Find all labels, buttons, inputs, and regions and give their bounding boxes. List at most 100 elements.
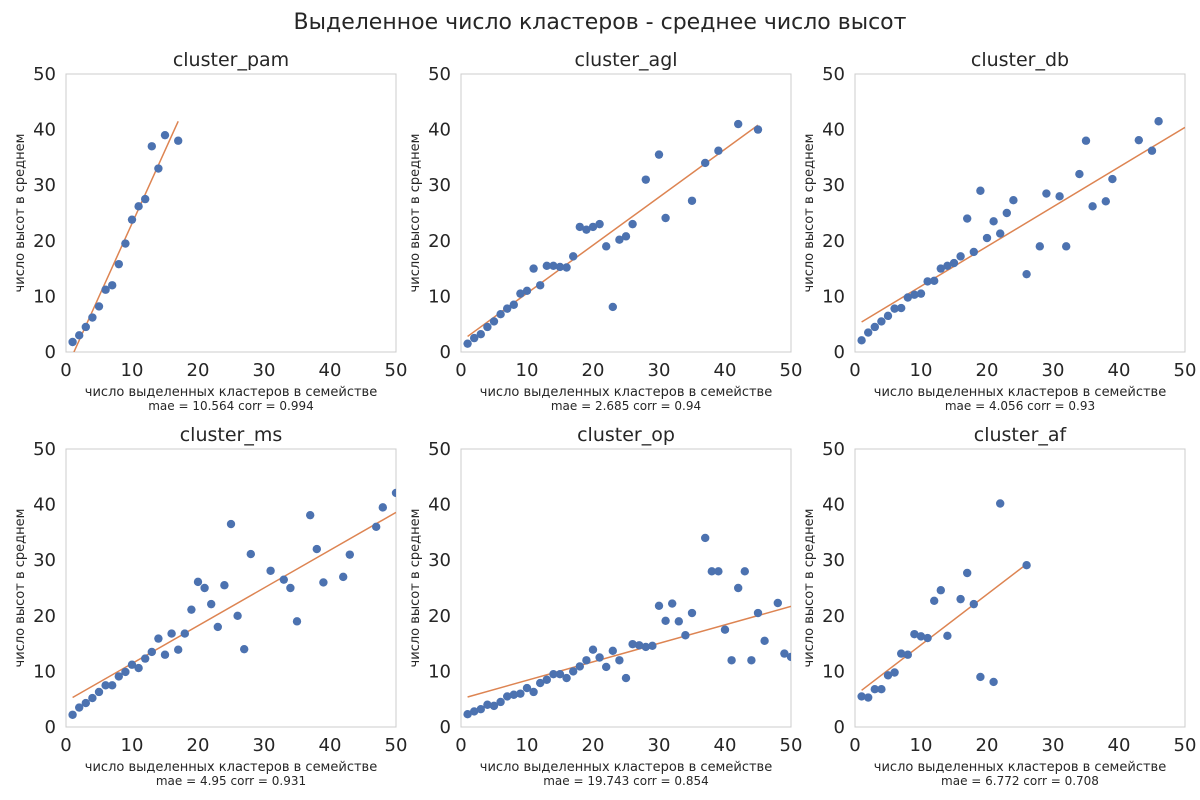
x-tick-label: 40 xyxy=(319,360,342,381)
data-point xyxy=(976,672,985,682)
data-point xyxy=(956,252,965,261)
data-point xyxy=(661,213,670,223)
x-tick-label: 0 xyxy=(455,360,466,381)
data-point xyxy=(1147,146,1157,155)
data-point xyxy=(75,703,84,712)
x-axis-label: число выделенных кластеров в семействе xyxy=(85,385,377,400)
x-tick-label: 0 xyxy=(455,735,466,756)
data-point xyxy=(976,186,985,195)
subplot-title: cluster_af xyxy=(974,424,1068,446)
data-point xyxy=(174,645,183,654)
subplot-cluster_af: 0 10 20 30 40 50 0 10 20 30 40 50 cluster_af число вы… xyxy=(802,424,1196,788)
data-point xyxy=(542,261,551,271)
x-tick-label: 30 xyxy=(1042,360,1065,381)
data-point xyxy=(114,672,124,681)
data-point xyxy=(747,656,756,665)
data-point xyxy=(641,175,650,184)
data-point xyxy=(681,631,690,640)
metrics-label: mae = 6.772 corr = 0.708 xyxy=(941,774,1099,788)
data-point xyxy=(509,300,518,309)
data-point xyxy=(602,242,611,251)
plot-area xyxy=(857,499,1031,702)
y-tick-label: 0 xyxy=(440,717,451,738)
x-tick-label: 20 xyxy=(187,735,210,756)
plot-frame xyxy=(65,73,397,353)
data-point xyxy=(319,578,328,587)
data-point xyxy=(160,130,170,140)
x-axis-label: число выделенных кластеров в семействе xyxy=(874,385,1166,400)
data-point xyxy=(68,710,77,719)
y-tick-label: 30 xyxy=(428,550,451,571)
data-point xyxy=(963,568,972,578)
y-tick-label: 50 xyxy=(822,439,845,460)
y-tick-label: 50 xyxy=(33,64,56,85)
data-point xyxy=(562,263,571,272)
data-point xyxy=(108,281,117,290)
x-tick-label: 0 xyxy=(60,735,71,756)
data-point xyxy=(193,577,203,587)
data-point xyxy=(628,219,637,229)
subplot-cluster_ms: 0 10 20 30 40 50 0 10 20 30 40 50 cluster_ms число вы… xyxy=(13,424,407,788)
x-axis-label: число выделенных кластеров в семействе xyxy=(480,385,772,400)
y-tick-label: 20 xyxy=(33,606,56,627)
y-tick-label: 0 xyxy=(440,342,451,363)
data-point xyxy=(760,636,769,646)
data-point xyxy=(496,697,505,707)
y-tick-label: 40 xyxy=(33,120,56,141)
data-point xyxy=(734,119,743,129)
data-point xyxy=(68,337,77,347)
x-tick-label: 0 xyxy=(60,360,71,381)
y-tick-label: 20 xyxy=(822,231,845,252)
y-tick-label: 40 xyxy=(33,495,56,516)
data-point xyxy=(969,247,978,257)
data-point xyxy=(1022,561,1031,570)
data-point xyxy=(496,309,505,319)
data-point xyxy=(522,286,532,296)
data-point xyxy=(121,667,130,677)
data-point xyxy=(1101,197,1111,206)
subplot-cluster_op: 0 10 20 30 40 50 0 10 20 30 40 50 cluster_op число вы… xyxy=(408,424,802,788)
y-tick-label: 20 xyxy=(33,231,56,252)
data-point xyxy=(81,322,91,332)
data-point xyxy=(187,605,196,614)
data-point xyxy=(575,222,584,232)
y-tick-label: 0 xyxy=(834,342,845,363)
data-point xyxy=(588,222,598,232)
x-tick-label: 50 xyxy=(1174,360,1197,381)
y-tick-label: 30 xyxy=(822,175,845,196)
data-point xyxy=(207,599,216,609)
data-point xyxy=(147,142,156,151)
data-point xyxy=(753,125,763,134)
data-point xyxy=(707,567,716,576)
data-point xyxy=(233,611,242,620)
x-tick-label: 40 xyxy=(1108,735,1131,756)
plot-frame xyxy=(65,448,397,728)
data-point xyxy=(167,629,176,638)
y-tick-label: 0 xyxy=(834,717,845,738)
data-point xyxy=(956,594,965,604)
regression-line xyxy=(72,511,396,699)
x-tick-label: 10 xyxy=(516,735,539,756)
data-point xyxy=(615,235,624,244)
data-point xyxy=(720,625,730,634)
regression-line xyxy=(467,605,791,698)
data-point xyxy=(141,194,150,204)
data-point xyxy=(575,662,584,671)
data-point xyxy=(963,214,972,223)
data-point xyxy=(339,572,348,582)
y-tick-label: 0 xyxy=(45,717,56,738)
y-tick-label: 40 xyxy=(428,495,451,516)
x-axis-label: число выделенных кластеров в семействе xyxy=(480,760,772,775)
data-point xyxy=(134,202,143,211)
plot-area xyxy=(857,117,1185,345)
data-point xyxy=(687,196,697,205)
data-point xyxy=(213,622,222,632)
data-point xyxy=(391,488,396,498)
metrics-label: mae = 10.564 corr = 0.994 xyxy=(148,399,314,413)
data-point xyxy=(628,639,637,649)
data-point xyxy=(1009,196,1018,205)
metrics-label: mae = 19.743 corr = 0.854 xyxy=(543,774,709,788)
data-point xyxy=(615,656,624,665)
data-point xyxy=(555,669,565,679)
